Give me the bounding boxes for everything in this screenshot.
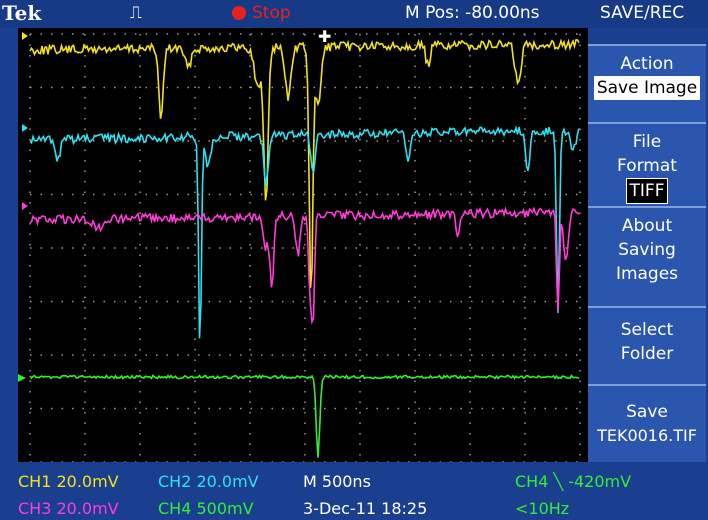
trigger-level: CH4 ╲ -420mV: [515, 472, 631, 491]
menu-title: SAVE/REC: [600, 3, 684, 23]
ch4-scale: CH4 500mV: [158, 499, 254, 518]
menu-label: Select Folder: [612, 318, 682, 366]
oscilloscope-screen: Tek ⎍ Stop M Pos: -80.00ns SAVE/REC ✚ Ac…: [0, 0, 708, 520]
stop-icon: [232, 6, 246, 20]
menu-label: File Format: [612, 130, 682, 178]
timebase: M 500ns: [303, 472, 371, 491]
run-status: Stop: [252, 3, 291, 23]
brand: Tek: [2, 1, 41, 25]
side-menu: Action Save Image File Format TIFF About…: [588, 28, 708, 462]
trigger-frequency: <10Hz: [515, 499, 569, 518]
screen-background: [18, 28, 588, 462]
menu-label: About Saving Images: [612, 214, 682, 286]
menu-value: TEK0016.TIF: [588, 424, 706, 448]
about-button[interactable]: About Saving Images: [588, 206, 706, 306]
waveform-display: ✚: [18, 28, 588, 462]
menu-value: TIFF: [626, 178, 669, 204]
menu-value: Save Image: [594, 76, 700, 100]
menu-label: Save: [588, 400, 706, 424]
select-folder-button[interactable]: Select Folder: [588, 306, 706, 384]
trigger-icon: ⎍: [130, 3, 142, 23]
status-bar: Tek ⎍ Stop M Pos: -80.00ns SAVE/REC: [0, 0, 708, 28]
position: M Pos: -80.00ns: [405, 3, 540, 23]
date-time: 3-Dec-11 18:25: [303, 499, 427, 518]
action-button[interactable]: Action Save Image: [588, 44, 706, 122]
channel-readout: CH1 20.0mV CH2 20.0mV M 500ns CH4 ╲ -420…: [0, 462, 708, 520]
menu-label: Action: [588, 52, 706, 76]
ch1-scale: CH1 20.0mV: [18, 472, 119, 491]
trigger-position-marker: ✚: [318, 28, 331, 46]
ch3-scale: CH3 20.0mV: [18, 499, 119, 518]
file-format-button[interactable]: File Format TIFF: [588, 122, 706, 206]
ch2-scale: CH2 20.0mV: [158, 472, 259, 491]
save-button[interactable]: Save TEK0016.TIF: [588, 384, 706, 462]
